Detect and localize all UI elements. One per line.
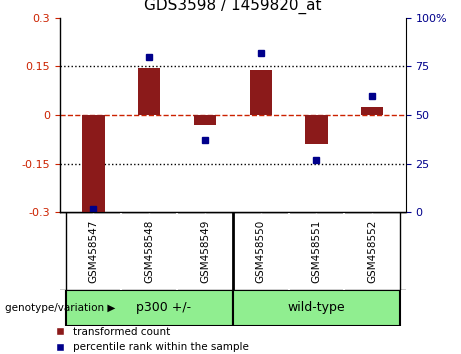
Bar [138, 68, 160, 115]
Text: p300 +/-: p300 +/- [136, 302, 191, 314]
Text: GSM458547: GSM458547 [89, 219, 98, 283]
Text: GSM458549: GSM458549 [200, 219, 210, 283]
Text: GSM458548: GSM458548 [144, 219, 154, 283]
Bar [305, 115, 328, 144]
Legend: transformed count, percentile rank within the sample: transformed count, percentile rank withi… [56, 327, 248, 352]
Text: GSM458551: GSM458551 [312, 219, 321, 283]
Title: GDS3598 / 1459820_at: GDS3598 / 1459820_at [144, 0, 322, 13]
Bar [249, 70, 272, 115]
Text: wild-type: wild-type [288, 302, 345, 314]
Text: GSM458552: GSM458552 [367, 219, 377, 283]
Bar [233, 290, 400, 326]
Bar [361, 107, 384, 115]
Text: genotype/variation ▶: genotype/variation ▶ [5, 303, 115, 313]
Text: GSM458550: GSM458550 [256, 220, 266, 283]
Bar [194, 115, 216, 125]
Bar [65, 290, 233, 326]
Bar [82, 115, 105, 214]
